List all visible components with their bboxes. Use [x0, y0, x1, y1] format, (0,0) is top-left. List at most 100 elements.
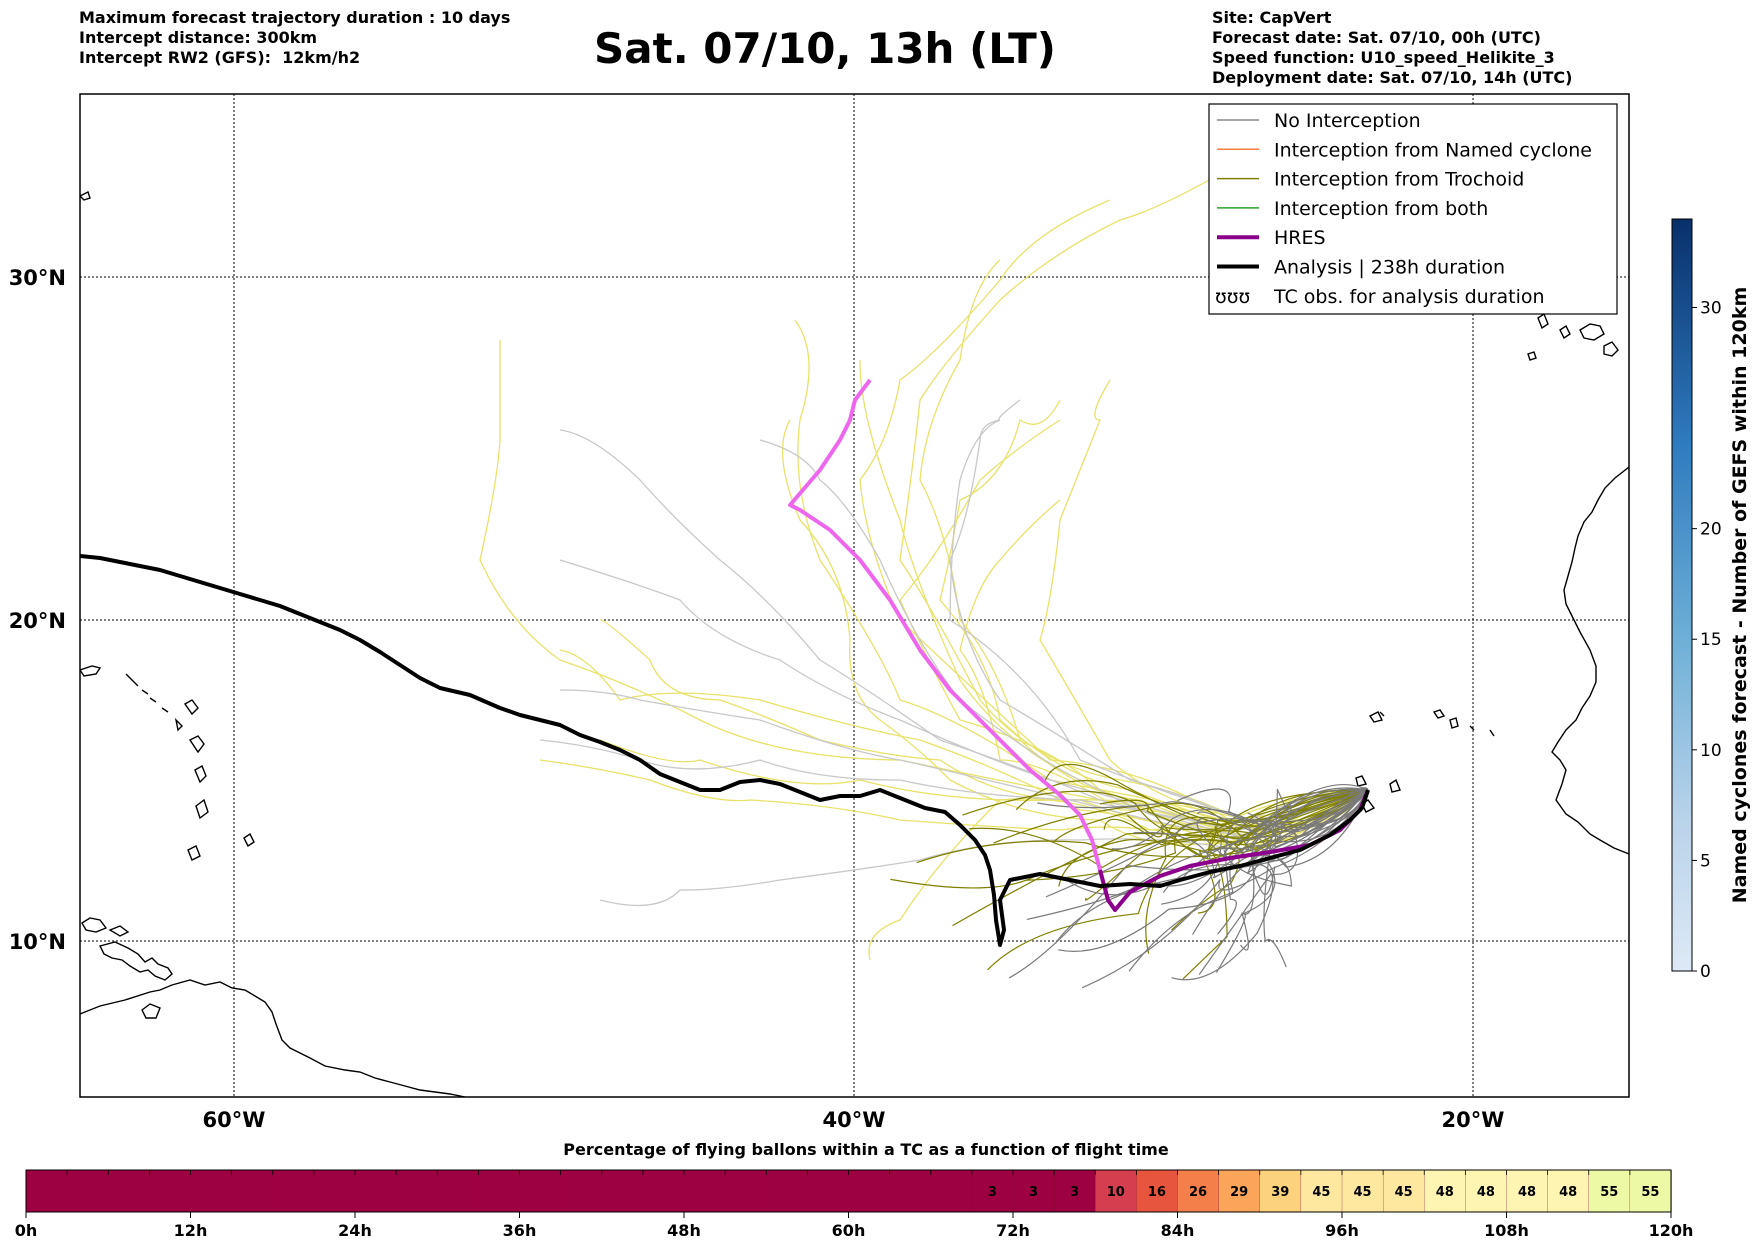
- percentage-label-26: 10: [1107, 1185, 1125, 1200]
- percentage-cell-16: [684, 1170, 726, 1212]
- percentage-cell-2: [108, 1170, 150, 1212]
- site-text: Site: CapVert: [1212, 8, 1332, 27]
- percentage-cell-34: [1424, 1169, 1467, 1213]
- hour-tick-label-7: 84h: [1161, 1221, 1195, 1240]
- hour-tick-label-8: 96h: [1325, 1221, 1359, 1240]
- legend-label-3: Interception from both: [1274, 198, 1488, 220]
- lat-label-30n: 30°N: [9, 266, 66, 290]
- hour-tick-label-5: 60h: [832, 1221, 866, 1240]
- percentage-cell-13: [560, 1170, 603, 1212]
- header-right-info: Site: CapVert Forecast date: Sat. 07/10,…: [1212, 8, 1572, 88]
- trajectory-layer: [80, 149, 1370, 989]
- trajectory-trochoid-light-4: [899, 419, 1369, 841]
- trajectory-no-interception-1: [1217, 789, 1369, 935]
- coast-cape-verde: [1355, 709, 1495, 813]
- percentage-cell-7: [313, 1170, 356, 1212]
- legend-item-5: Analysis | 238h duration: [1217, 257, 1505, 279]
- trajectory-no-interception-21: [1171, 789, 1369, 981]
- hour-tick-label-4: 48h: [667, 1221, 701, 1240]
- legend-item-4: HRES: [1217, 227, 1326, 249]
- hour-tick-label-3: 36h: [503, 1221, 537, 1240]
- percentage-cell-27: [1136, 1169, 1179, 1213]
- colorbar-tick-label-30: 30: [1700, 298, 1722, 318]
- map-border: [79, 93, 1630, 1098]
- percentage-cell-22: [930, 1170, 973, 1212]
- percentage-label-24: 3: [1029, 1185, 1038, 1200]
- trajectory-no-interception-light-1: [559, 429, 1369, 841]
- trajectory-trochoid-light-15: [919, 259, 1369, 841]
- percentage-cell-39: [1629, 1169, 1672, 1213]
- percentage-cell-12: [519, 1170, 562, 1212]
- colorbar-tick-label-0: 0: [1700, 962, 1711, 982]
- percentage-label-34: 48: [1436, 1185, 1454, 1200]
- trajectory-no-interception-24: [1215, 789, 1369, 973]
- percentage-label-39: 55: [1641, 1185, 1659, 1200]
- coastlines: [80, 191, 1629, 1097]
- percentage-cell-21: [889, 1170, 932, 1212]
- lat-label-10n: 10°N: [9, 930, 66, 954]
- legend-item-1: Interception from Named cyclone: [1217, 139, 1592, 161]
- trajectory-trochoid-light-2: [899, 149, 1369, 831]
- legend-item-3: Interception from both: [1217, 198, 1488, 220]
- graticule: [80, 94, 1629, 1097]
- percentage-label-31: 45: [1312, 1185, 1330, 1200]
- percentage-cell-9: [396, 1170, 438, 1212]
- tc-obs-symbol-icon: ʊʊʊ: [1215, 286, 1250, 308]
- coast-trinidad: [141, 1003, 161, 1019]
- percentage-cell-24: [1012, 1169, 1055, 1213]
- percentage-cell-5: [231, 1170, 274, 1212]
- trajectory-no-interception-20: [1067, 788, 1369, 896]
- percentage-label-28: 26: [1189, 1185, 1207, 1200]
- legend-box: [1208, 103, 1618, 315]
- trajectory-no-interception-3: [1196, 783, 1369, 859]
- percentage-label-38: 55: [1600, 1185, 1618, 1200]
- header-left-info: Maximum forecast trajectory duration : 1…: [79, 8, 510, 68]
- percentage-cell-14: [601, 1170, 644, 1212]
- trajectory-no-interception-23: [1045, 787, 1369, 898]
- percentage-cell-35: [1465, 1169, 1508, 1213]
- trajectory-trochoid-12: [1103, 789, 1369, 859]
- percentage-label-33: 45: [1395, 1185, 1413, 1200]
- coast-caribbean: [81, 917, 173, 981]
- legend-item-6: ʊʊʊ TC obs. for analysis duration: [1215, 286, 1545, 308]
- hour-tick-label-0: 0h: [15, 1221, 38, 1240]
- percentage-label-35: 48: [1477, 1185, 1495, 1200]
- percentage-label-25: 3: [1070, 1185, 1079, 1200]
- trajectory-no-interception-19: [1263, 789, 1369, 968]
- trajectory-no-interception-25: [1008, 789, 1369, 979]
- percentage-cell-33: [1382, 1169, 1425, 1213]
- percentage-cell-17: [725, 1170, 767, 1212]
- trajectory-trochoid-light-12: [1039, 379, 1369, 821]
- trajectory-trochoid-19: [1015, 780, 1369, 831]
- percentage-cell-18: [766, 1170, 808, 1212]
- percentage-cell-38: [1588, 1169, 1631, 1213]
- trajectory-trochoid-11: [1084, 789, 1369, 901]
- hour-tick-label-9: 108h: [1484, 1221, 1529, 1240]
- legend-item-0: No Interception: [1217, 110, 1421, 132]
- colorbar: 0 5 10 15 20 30 Named cyclones forecast - Num…: [1671, 218, 1751, 982]
- forecast-date-text: Forecast date: Sat. 07/10, 00h (UTC): [1212, 28, 1541, 47]
- percentage-bar: Percentage of flying ballons within a TC…: [15, 1140, 1694, 1240]
- trajectory-trochoid-9: [890, 789, 1369, 889]
- percentage-cell-26: [1095, 1169, 1138, 1213]
- percentage-cell-3: [149, 1170, 191, 1212]
- coast-canaries: [1527, 312, 1619, 361]
- colorbar-label: Named cyclones forecast - Number of GEFS…: [1729, 287, 1751, 904]
- percentage-cell-0: [26, 1170, 68, 1212]
- percentage-cell-19: [807, 1170, 849, 1212]
- page-title: Sat. 07/10, 13h (LT): [594, 24, 1056, 73]
- hour-tick-label-2: 24h: [338, 1221, 372, 1240]
- intercept-distance-text: Intercept distance: 300km: [79, 28, 318, 47]
- trajectory-no-interception-light-6: [559, 689, 1369, 841]
- hour-tick-label-6: 72h: [996, 1221, 1030, 1240]
- percentage-cell-6: [272, 1170, 315, 1212]
- lat-label-20n: 20°N: [9, 609, 66, 633]
- legend-label-4: HRES: [1274, 227, 1326, 249]
- legend-label-5: Analysis | 238h duration: [1274, 257, 1505, 279]
- colorbar-tick-label-20: 20: [1700, 520, 1722, 540]
- trajectory-trochoid-20: [1126, 789, 1369, 838]
- percentage-label-30: 39: [1271, 1185, 1289, 1200]
- coast-madeira: [80, 191, 91, 201]
- trajectory-trochoid-2: [1044, 763, 1369, 826]
- percentage-cell-8: [355, 1170, 397, 1212]
